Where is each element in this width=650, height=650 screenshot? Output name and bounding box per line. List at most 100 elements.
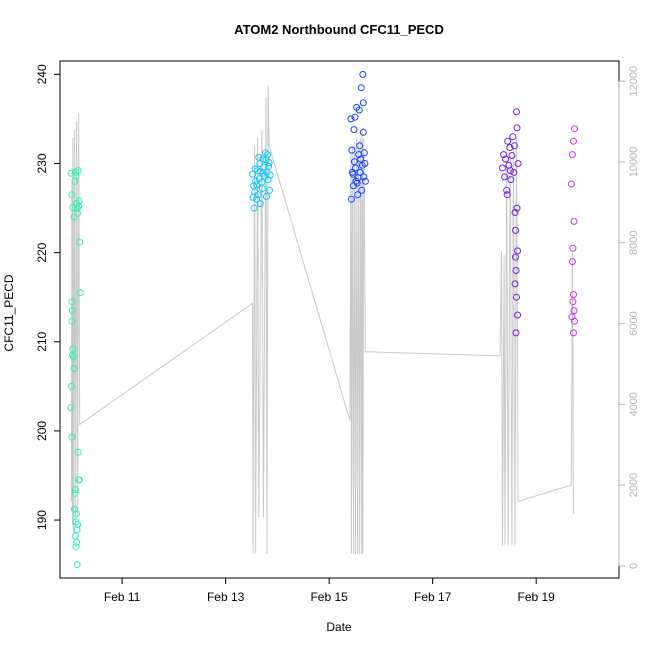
x-tick-label: Feb 19 [518, 590, 556, 604]
data-point-series-2 [265, 159, 273, 167]
data-point-series-4 [508, 152, 516, 159]
data-point-series-3 [347, 115, 355, 123]
data-point-series-3 [356, 168, 364, 176]
data-point-series-1 [72, 543, 80, 551]
data-point-series-1 [68, 298, 76, 306]
data-point-series-1 [73, 561, 81, 569]
data-point-series-1 [67, 404, 75, 412]
data-point-series-4 [510, 142, 518, 150]
data-point-series-3 [360, 149, 368, 157]
data-point-series-4 [513, 124, 521, 132]
y2-tick-label: 0 [628, 563, 640, 569]
data-point-series-4 [514, 311, 522, 319]
data-point-series-3 [354, 191, 362, 199]
y2-tick-label: 12000 [628, 66, 640, 97]
data-point-series-5 [567, 180, 575, 188]
data-point-series-1 [75, 202, 83, 210]
data-point-series-3 [360, 173, 368, 181]
data-point-series-2 [264, 151, 272, 159]
data-point-series-2 [266, 171, 274, 179]
data-point-series-4 [504, 137, 512, 145]
data-point-series-1 [71, 505, 78, 513]
chart-title: ATOM2 Northbound CFC11_PECD [234, 22, 444, 37]
data-point-series-4 [511, 209, 519, 216]
data-point-series-3 [357, 84, 365, 92]
data-point-series-1 [67, 382, 75, 390]
data-point-series-4 [503, 191, 511, 199]
data-point-series-3 [355, 106, 363, 114]
data-point-series-4 [502, 155, 510, 163]
data-point-series-1 [68, 317, 76, 325]
x-axis-label: Date [326, 620, 352, 634]
data-point-series-2 [255, 153, 263, 161]
data-point-series-4 [512, 329, 520, 337]
data-point-series-1 [71, 489, 79, 497]
data-point-series-1 [75, 197, 83, 205]
data-point-series-4 [499, 164, 506, 172]
data-point-series-3 [357, 155, 365, 163]
x-tick-label: Feb 15 [310, 590, 348, 604]
data-point-series-5 [569, 298, 577, 306]
data-point-series-3 [356, 142, 364, 150]
data-point-series-5 [570, 307, 578, 315]
plot-frame [59, 60, 620, 579]
data-point-series-1 [68, 307, 76, 315]
data-point-series-1 [73, 204, 81, 212]
data-point-series-1 [74, 209, 82, 217]
data-point-series-1 [74, 521, 82, 528]
data-point-series-2 [259, 155, 267, 163]
data-point-series-4 [511, 280, 519, 288]
data-point-series-5 [568, 151, 576, 159]
data-point-series-4 [513, 108, 520, 116]
y-tick-label: 240 [35, 64, 49, 84]
data-point-series-5 [570, 291, 577, 298]
data-point-series-4 [512, 226, 519, 234]
altitude-trace-layer [70, 85, 574, 554]
data-point-series-1 [70, 365, 78, 372]
data-point-series-3 [351, 158, 358, 166]
data-point-series-2 [253, 195, 261, 203]
data-point-series-3 [351, 113, 359, 121]
x-tick-label: Feb 13 [207, 590, 245, 604]
data-point-series-4 [506, 144, 514, 151]
data-point-series-4 [514, 160, 522, 167]
data-point-series-5 [571, 317, 578, 325]
data-point-series-1 [73, 538, 81, 546]
data-point-series-1 [72, 486, 79, 494]
data-point-series-4 [507, 176, 515, 184]
secondary-y-axis: 0 2000 4000 6000 8000 10000 12000 [618, 66, 640, 569]
data-point-series-1 [76, 238, 84, 246]
data-point-series-2 [250, 204, 258, 212]
y2-tick-label: 8000 [628, 231, 640, 255]
data-point-series-3 [361, 177, 369, 185]
data-point-series-2 [265, 162, 273, 170]
data-point-series-5 [570, 137, 577, 145]
y2-tick-label: 4000 [628, 392, 640, 416]
x-tick-label: Feb 11 [104, 590, 141, 604]
y-axis-label: CFC11_PECD [2, 274, 16, 351]
data-point-series-1 [68, 191, 76, 199]
data-point-series-3 [349, 170, 357, 178]
y-tick-label: 200 [35, 421, 49, 441]
data-point-series-1 [75, 476, 83, 484]
y2-tick-label: 6000 [628, 311, 640, 335]
data-point-series-1 [74, 448, 82, 456]
data-point-series-2 [264, 176, 272, 184]
data-point-series-3 [347, 195, 355, 203]
data-point-series-5 [571, 125, 578, 133]
data-point-series-4 [509, 133, 517, 141]
data-point-series-2 [262, 149, 269, 157]
data-point-series-4 [503, 186, 511, 194]
y-axis: 190 200 210 220 230 240 [35, 64, 61, 530]
data-point-series-3 [359, 128, 367, 136]
data-point-series-1 [71, 177, 79, 185]
y-tick-label: 230 [35, 153, 49, 173]
data-point-series-1 [68, 433, 76, 441]
data-point-series-2 [256, 200, 264, 208]
data-point-series-1 [70, 213, 78, 221]
x-tick-label: Feb 17 [414, 590, 452, 604]
data-point-series-3 [359, 99, 367, 107]
data-point-series-1 [68, 351, 76, 359]
y2-tick-label: 10000 [628, 147, 640, 178]
data-point-series-2 [263, 193, 270, 200]
